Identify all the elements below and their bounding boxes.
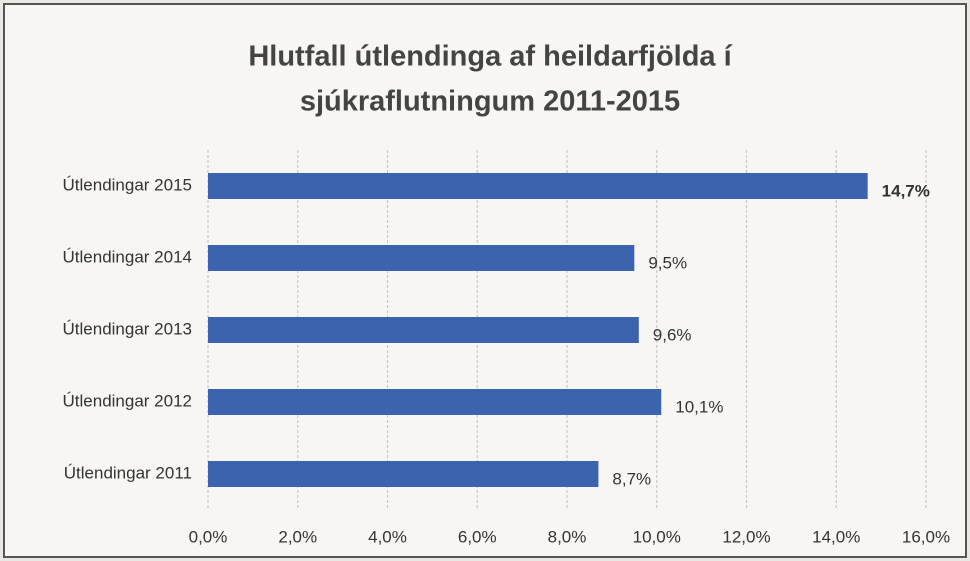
chart-title-line: Hlutfall útlendinga af heildarfjölda í <box>248 41 732 73</box>
data-label: 9,6% <box>653 325 692 344</box>
bar <box>208 173 868 199</box>
y-tick-label: Útlendingar 2012 <box>63 391 192 410</box>
y-tick-label: Útlendingar 2014 <box>63 247 192 266</box>
chart-title-line: sjúkraflutningum 2011-2015 <box>300 86 680 118</box>
x-tick-label: 8,0% <box>548 527 587 546</box>
data-label: 9,5% <box>648 253 687 272</box>
data-label: 8,7% <box>612 469 651 488</box>
x-tick-label: 10,0% <box>633 527 681 546</box>
bar <box>208 461 599 487</box>
y-tick-label: Útlendingar 2015 <box>63 175 192 194</box>
y-tick-label: Útlendingar 2013 <box>63 319 192 338</box>
x-tick-label: 12,0% <box>722 527 770 546</box>
x-tick-label: 16,0% <box>902 527 950 546</box>
x-tick-label: 0,0% <box>189 527 228 546</box>
y-tick-label: Útlendingar 2011 <box>64 463 192 482</box>
x-tick-label: 2,0% <box>278 527 317 546</box>
bar <box>208 389 662 415</box>
chart-title: Hlutfall útlendinga af heildarfjölda í sj… <box>248 41 732 118</box>
x-tick-label: 14,0% <box>812 527 860 546</box>
data-label: 14,7% <box>882 181 930 200</box>
data-label: 10,1% <box>675 397 723 416</box>
bar <box>208 317 639 343</box>
x-tick-label: 4,0% <box>368 527 407 546</box>
x-tick-label: 6,0% <box>458 527 497 546</box>
bar <box>208 245 635 271</box>
